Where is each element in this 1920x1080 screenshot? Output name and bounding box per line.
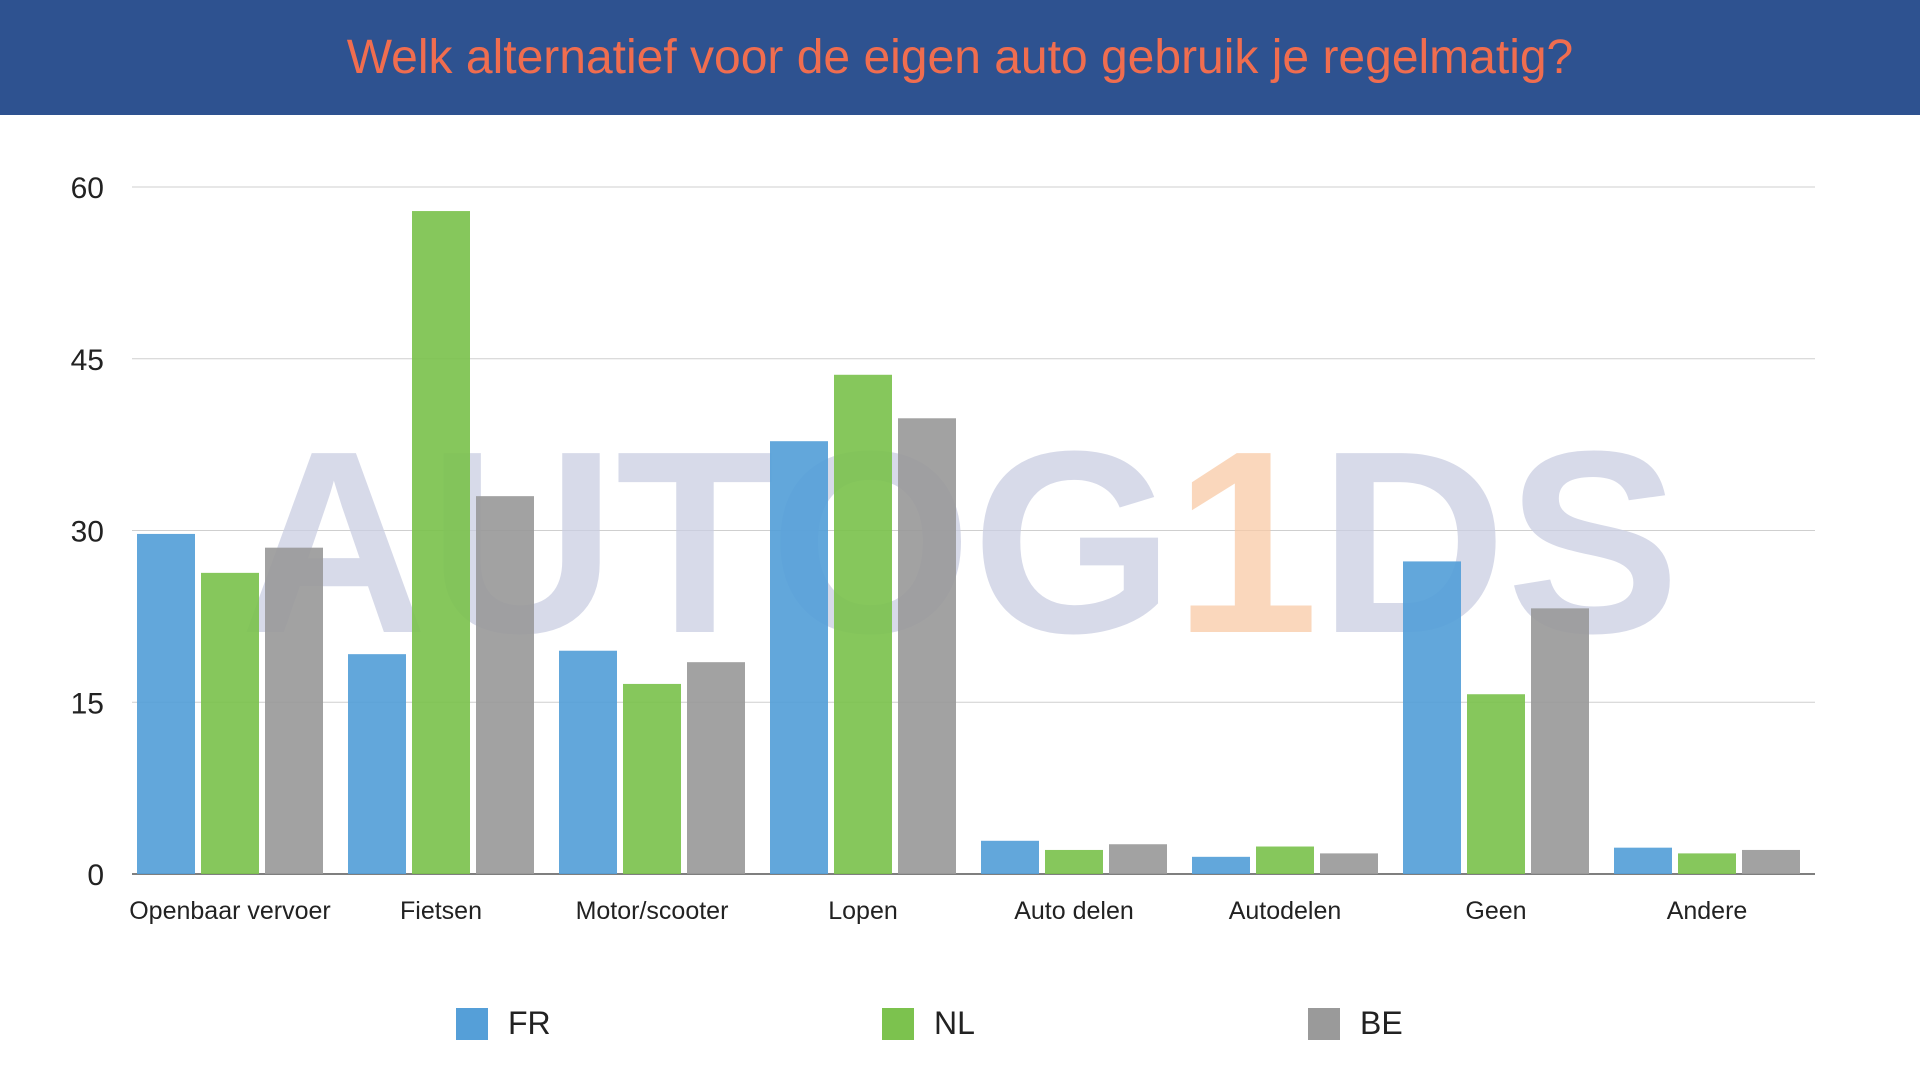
bar-be [1742, 849, 1800, 874]
chart-legend: FR NL BE [0, 1005, 1920, 1045]
y-tick-label: 15 [71, 687, 104, 720]
bar-nl [412, 211, 470, 875]
legend-item-nl: NL [882, 1005, 975, 1042]
bar-nl [834, 374, 892, 874]
bar-nl [1678, 853, 1736, 874]
bar-nl [1256, 846, 1314, 874]
chart-title: Welk alternatief voor de eigen auto gebr… [346, 31, 1574, 84]
legend-label-nl: NL [934, 1005, 975, 1041]
y-tick-label: 0 [87, 859, 104, 892]
y-tick-label: 60 [71, 172, 104, 205]
bar-be [476, 496, 534, 874]
bar-be [1531, 608, 1589, 874]
legend-label-be: BE [1360, 1005, 1403, 1041]
bar-fr [981, 840, 1039, 874]
legend-swatch-nl [882, 1007, 914, 1040]
bar-nl [1467, 694, 1525, 874]
legend-swatch-be [1308, 1007, 1340, 1040]
bar-nl [1045, 849, 1103, 874]
x-tick-label: Andere [1667, 897, 1748, 925]
y-tick-label: 30 [71, 516, 104, 549]
legend-item-be: BE [1308, 1005, 1403, 1042]
chart-header: Welk alternatief voor de eigen auto gebr… [0, 0, 1920, 115]
y-tick-label: 45 [71, 344, 104, 377]
x-tick-label: Openbaar vervoer [129, 897, 331, 925]
bar-be [1320, 853, 1378, 874]
legend-label-fr: FR [508, 1005, 551, 1041]
bar-fr [559, 650, 617, 874]
legend-swatch-fr [456, 1007, 488, 1040]
bar-nl [201, 572, 259, 874]
bar-be [265, 547, 323, 874]
x-tick-label: Motor/scooter [576, 897, 729, 925]
x-tick-label: Lopen [828, 897, 898, 925]
watermark-logo: AUTOG1DS [240, 398, 1680, 688]
bar-fr [1192, 856, 1250, 874]
bar-be [1109, 844, 1167, 874]
x-tick-label: Auto delen [1014, 897, 1134, 925]
bar-chart: 0 15 30 45 60 AUTOG1DS Openbaar vervoer Fietsen… [71, 172, 1815, 925]
bar-fr [348, 654, 406, 874]
bar-fr [137, 533, 195, 874]
x-tick-label: Geen [1465, 897, 1526, 925]
bar-fr [1614, 847, 1672, 874]
bar-fr [770, 441, 828, 874]
bar-be [687, 662, 745, 874]
x-tick-label: Autodelen [1229, 897, 1342, 925]
x-tick-label: Fietsen [400, 897, 482, 925]
bar-fr [1403, 561, 1461, 874]
legend-item-fr: FR [456, 1005, 551, 1042]
bar-be [898, 418, 956, 874]
bar-nl [623, 683, 681, 874]
